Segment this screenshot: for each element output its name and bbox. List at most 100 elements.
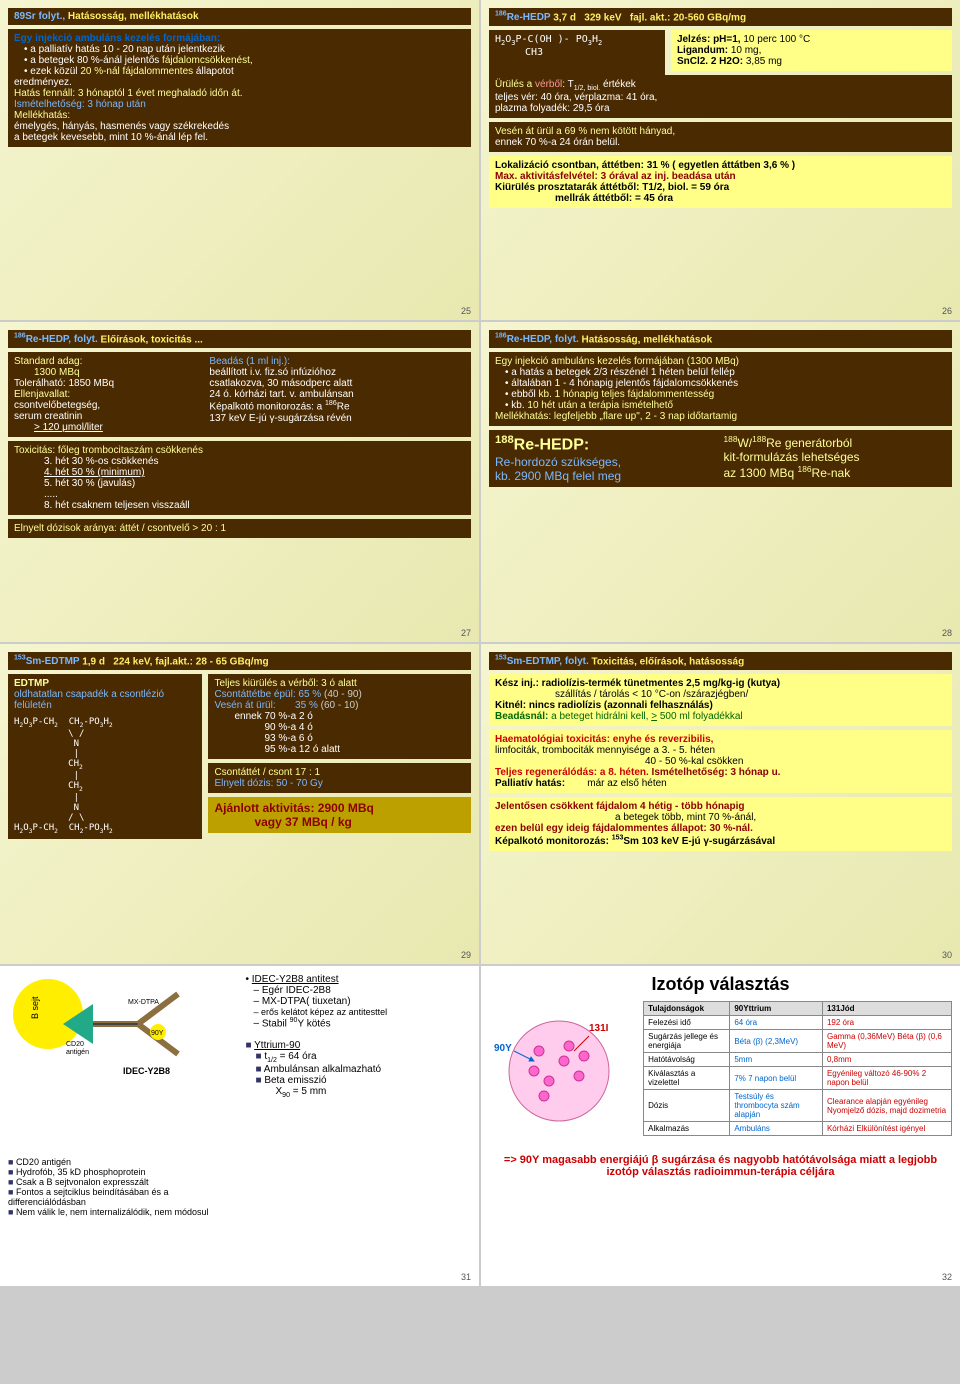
slide-number: 26 bbox=[942, 306, 952, 316]
content-box: Egy injekció ambuláns kezelés formájában… bbox=[8, 29, 471, 147]
bullet: • a hatás a betegek 2/3 részénél 1 héten… bbox=[495, 367, 946, 378]
pain-box: Jelentősen csökkent fájdalom 4 hétig - t… bbox=[489, 797, 952, 850]
line: vagy 37 MBq / kg bbox=[214, 815, 465, 829]
line: Kitnél: nincs radiolízis (azonnali felha… bbox=[495, 700, 713, 711]
line: 5. hét 30 % (javulás) bbox=[14, 478, 465, 489]
line: Vesén át ürül: 35 % (60 - 10) bbox=[214, 700, 465, 711]
kidney-box: Vesén át ürül a 69 % nem kötött hányad, … bbox=[489, 122, 952, 152]
line: ennek 70 %-a 2 ó bbox=[214, 711, 465, 722]
table-row: Felezési idő64 óra192 óra bbox=[644, 1016, 952, 1030]
params-box: Jelzés: pH=1, 10 perc 100 °C Ligandum: 1… bbox=[671, 30, 952, 71]
col-header: 131Jód bbox=[822, 1002, 951, 1016]
line: csatlakozva, 30 másodperc alatt bbox=[209, 378, 465, 389]
line: > 120 μmol/liter bbox=[14, 422, 203, 433]
bullet: • a palliatív hatás 10 - 20 nap után jel… bbox=[14, 44, 465, 55]
header-main: Toxicitás, előírások, hatásosság bbox=[592, 656, 745, 667]
svg-text:IDEC-Y2B8: IDEC-Y2B8 bbox=[123, 1066, 170, 1076]
slide-27: 186Re-HEDP, folyt. Előírások, toxicitás … bbox=[0, 322, 479, 642]
slide-header: 186Re-HEDP, folyt. Hatásosság, mellékhat… bbox=[489, 330, 952, 348]
line: az 1300 MBq 186Re-nak bbox=[724, 464, 947, 480]
notes-list: CD20 antigén Hydrofób, 35 kD phosphoprot… bbox=[8, 1157, 240, 1217]
bullet: • általában 1 - 4 hónapig jelentős fájda… bbox=[495, 378, 946, 389]
formula-line: H2O3P-C(OH )- PO3H2 bbox=[495, 34, 659, 47]
line: limfociták, trombociták mennyisége a 3. … bbox=[495, 745, 715, 756]
slide-number: 28 bbox=[942, 628, 952, 638]
slide-number: 29 bbox=[461, 950, 471, 960]
slide-header: 89Sr folyt., Hatásosság, mellékhatások bbox=[8, 8, 471, 25]
val: 10 perc 100 °C bbox=[743, 34, 810, 45]
list-item: Csak a B sejtvonalon expresszált bbox=[8, 1177, 240, 1187]
bullet: • a betegek 80 %-ánál jelentős fájdalomc… bbox=[14, 55, 465, 66]
svg-text:90Y: 90Y bbox=[151, 1030, 164, 1037]
lbl: Jelzés: pH=1, bbox=[677, 34, 741, 45]
line: beállított i.v. fiz.só infúzióhoz bbox=[209, 367, 465, 378]
tox-box: Haematológiai toxicitás: enyhe és reverz… bbox=[489, 730, 952, 793]
line: Teljes kiürülés a vérből: 3 ó alatt bbox=[214, 678, 465, 689]
line: Ismételhetőség: 3 hónap után bbox=[14, 99, 465, 110]
table-row: Sugárzás jellege és energiájaBéta (β) (2… bbox=[644, 1030, 952, 1053]
val: = 45 óra bbox=[635, 193, 673, 204]
lbl: mellrák áttétből: bbox=[555, 193, 632, 204]
line: 8. hét csaknem teljesen visszaáll bbox=[14, 500, 465, 511]
chem-formula: H2O3P-C(OH )- PO3H2 CH3 bbox=[489, 30, 665, 75]
val: T1/2, biol. = 59 óra bbox=[642, 182, 729, 193]
slide-28: 186Re-HEDP, folyt. Hatásosság, mellékhat… bbox=[481, 322, 960, 642]
header-text: 186Re-HEDP bbox=[495, 12, 550, 23]
list-item: MX-DTPA( tiuxetan) bbox=[254, 996, 472, 1007]
idec-list: IDEC-Y2B8 antitest Egér IDEC-2B8 MX-DTPA… bbox=[246, 974, 472, 1029]
line: Lokalizáció csontban, áttétben: 31 % ( e… bbox=[495, 160, 795, 171]
isotope-table: Tulajdonságok 90Yttrium 131Jód Felezési … bbox=[643, 1001, 952, 1136]
line: ..... bbox=[14, 489, 465, 500]
slide-number: 31 bbox=[461, 1272, 471, 1282]
table-row: AlkalmazásAmbulánsKórházi Elkülönítést i… bbox=[644, 1122, 952, 1136]
col-header: Tulajdonságok bbox=[644, 1002, 730, 1016]
line: Egy injekció ambuláns kezelés formájában… bbox=[14, 33, 465, 44]
line: Jelentősen csökkent fájdalom 4 hétig - t… bbox=[495, 801, 744, 812]
slide-header: 186Re-HEDP 3,7 d 329 keV fajl. akt.: 20-… bbox=[489, 8, 952, 26]
line: szállítás / tárolás < 10 °C-on /szárazjé… bbox=[495, 689, 748, 700]
line: Haematológiai toxicitás: enyhe és reverz… bbox=[495, 734, 713, 745]
table-row: Kiválasztás a vizelettel7% 7 napon belül… bbox=[644, 1067, 952, 1090]
line: Re-hordozó szükséges, bbox=[495, 455, 718, 469]
table-row: Tulajdonságok 90Yttrium 131Jód bbox=[644, 1002, 952, 1016]
activity-box: Ajánlott aktivitás: 2900 MBq vagy 37 MBq… bbox=[208, 797, 471, 833]
bullet: • ebből kb. 1 hónapig teljes fájdalommen… bbox=[495, 389, 946, 400]
efficacy-box: Egy injekció ambuláns kezelés formájában… bbox=[489, 352, 952, 426]
line: 93 %-a 6 ó bbox=[214, 733, 465, 744]
header-params: 3,7 d 329 keV fajl. akt.: 20-560 GBq/mg bbox=[553, 12, 746, 23]
line: Max. aktivitásfelvétel: 3 órával az inj.… bbox=[495, 171, 736, 182]
slide-26: 186Re-HEDP 3,7 d 329 keV fajl. akt.: 20-… bbox=[481, 0, 960, 320]
line: Egy injekció ambuláns kezelés formájában… bbox=[495, 356, 946, 367]
re188-box: 188Re-HEDP: Re-hordozó szükséges, kb. 29… bbox=[489, 430, 952, 486]
line: Ajánlott aktivitás: 2900 MBq bbox=[214, 801, 465, 815]
antibody-diagram: B sejt CD20 antigén MX-DTPA 90Y IDEC-Y2B… bbox=[8, 974, 240, 1217]
line: Képalkotó monitorozás: a 186Re bbox=[209, 400, 465, 412]
line: Tolerálható: 1850 MBq bbox=[14, 378, 203, 389]
list-item: Hydrofób, 35 kD phosphoprotein bbox=[8, 1167, 240, 1177]
formula: H2O3P-CH2 CH2-PO3H2 \ / N | CH2 | CH2 | bbox=[14, 717, 196, 834]
line: Elnyelt dózisok aránya: áttét / csontvel… bbox=[14, 523, 226, 534]
list-item: t1/2 = 64 óra bbox=[256, 1051, 472, 1064]
line: 137 keV E-jú γ-sugárzása révén bbox=[209, 413, 465, 424]
slide-31: B sejt CD20 antigén MX-DTPA 90Y IDEC-Y2B… bbox=[0, 966, 479, 1286]
lbl: Standard adag: bbox=[14, 356, 203, 367]
clearance-box: Ürülés a vérből: T1/2, biol. értékek tel… bbox=[489, 75, 952, 118]
line: Kész inj.: radiolízis-termék tünetmentes… bbox=[495, 678, 780, 689]
list-item: erős kelátot képez az antitesttel bbox=[254, 1007, 472, 1017]
list-item: Fontos a sejtciklus beindításában és a d… bbox=[8, 1187, 240, 1207]
slide-number: 32 bbox=[942, 1272, 952, 1282]
slide-25: 89Sr folyt., Hatásosság, mellékhatások E… bbox=[0, 0, 479, 320]
dose-ratio: Elnyelt dózisok aránya: áttét / csontvel… bbox=[8, 519, 471, 538]
line: Hatás fennáll: 3 hónaptól 1 évet meghala… bbox=[14, 88, 465, 99]
header-main: Előírások, toxicitás ... bbox=[101, 334, 203, 345]
line: 4. hét 50 % (minimum) bbox=[14, 467, 465, 478]
toxicity-box: Toxicitás: főleg trombocitaszám csökkené… bbox=[8, 441, 471, 515]
val: 1300 MBq bbox=[14, 367, 203, 378]
list-item: Yttrium-90 bbox=[246, 1040, 472, 1051]
line: Vesén át ürül a 69 % nem kötött hányad, bbox=[495, 126, 675, 137]
line: serum creatinin bbox=[14, 411, 203, 422]
antibody-svg: B sejt CD20 antigén MX-DTPA 90Y IDEC-Y2B… bbox=[8, 974, 228, 1154]
formula-line: CH3 bbox=[495, 47, 659, 58]
line: 95 %-a 12 ó alatt bbox=[214, 744, 465, 755]
table-row: Hatótávolság5mm0,8mm bbox=[644, 1053, 952, 1067]
